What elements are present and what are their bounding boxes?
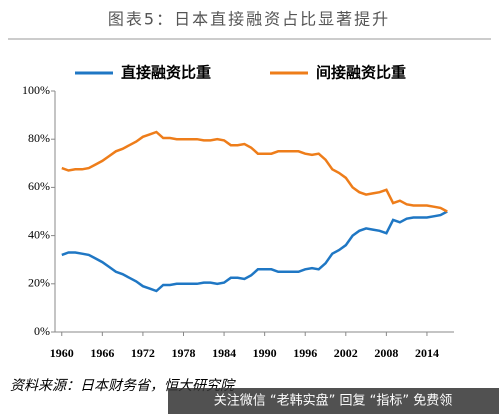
x-tick-label: 2008 xyxy=(374,346,398,360)
y-tick-label: 40% xyxy=(28,227,50,241)
x-tick-label: 2014 xyxy=(415,346,439,360)
x-tick-label: 1960 xyxy=(50,346,74,360)
x-tick-label: 1966 xyxy=(90,346,114,360)
x-tick-label: 1996 xyxy=(293,346,317,360)
x-tick-label: 1990 xyxy=(253,346,277,360)
x-tick-label: 2002 xyxy=(334,346,358,360)
y-tick-label: 20% xyxy=(28,276,50,290)
legend-label: 间接融资比重 xyxy=(316,64,406,82)
y-tick-label: 60% xyxy=(28,179,50,193)
y-tick-label: 100% xyxy=(22,83,50,97)
y-tick-label: 80% xyxy=(28,131,50,145)
legend-label: 直接融资比重 xyxy=(121,64,211,82)
watermark: 关注微信 “老韩实盘” 回复 “指标” 免费领 xyxy=(214,393,452,409)
x-tick-label: 1984 xyxy=(212,346,236,360)
series-line xyxy=(61,130,448,213)
chart-title: 图表5：日本直接融资占比显著提升 xyxy=(108,10,390,29)
watermark-bg xyxy=(168,388,499,414)
y-tick-label: 0% xyxy=(34,324,50,338)
x-tick-label: 1972 xyxy=(131,346,155,360)
x-tick-label: 1978 xyxy=(171,346,195,360)
series-line xyxy=(61,210,448,293)
